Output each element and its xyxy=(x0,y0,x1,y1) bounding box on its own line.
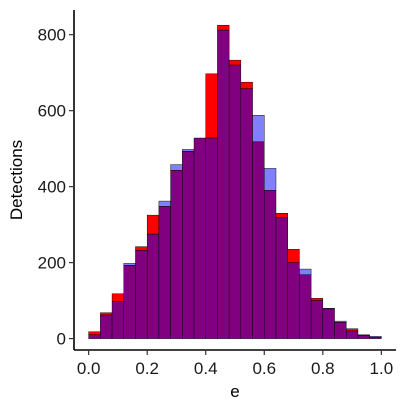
bar-excess-red-11 xyxy=(217,24,230,31)
bar-excess-blue-15 xyxy=(264,168,277,191)
bar-overlap-16 xyxy=(275,217,288,339)
bar-overlap-11 xyxy=(217,29,230,339)
x-tick-label: 0.2 xyxy=(135,359,159,378)
y-ticks: 0 200 400 600 800 xyxy=(38,26,74,349)
bar-overlap-23 xyxy=(357,335,370,339)
bar-overlap-2 xyxy=(111,301,124,339)
bar-overlap-5 xyxy=(146,233,160,339)
bar-excess-red-2 xyxy=(111,293,124,302)
bar-excess-red-1 xyxy=(100,312,113,316)
y-tick-label: 0 xyxy=(57,330,66,349)
bar-overlap-4 xyxy=(135,250,148,339)
bar-excess-red-22 xyxy=(346,328,359,332)
bar-excess-red-13 xyxy=(240,81,253,89)
bar-overlap-21 xyxy=(334,322,347,339)
bar-overlap-17 xyxy=(287,262,300,339)
bar-overlap-6 xyxy=(158,206,171,339)
bar-excess-red-12 xyxy=(228,59,242,66)
bar-excess-blue-7 xyxy=(170,164,183,171)
y-axis-title: Detections xyxy=(7,140,26,220)
bars-layer xyxy=(88,24,382,339)
bar-excess-blue-14 xyxy=(252,115,265,143)
bar-overlap-10 xyxy=(205,137,218,339)
y-tick-label: 200 xyxy=(38,254,66,273)
bar-excess-red-19 xyxy=(310,298,324,301)
y-tick-label: 800 xyxy=(38,26,66,45)
bar-overlap-1 xyxy=(100,314,113,339)
bar-overlap-13 xyxy=(240,88,253,339)
bar-excess-blue-6 xyxy=(158,200,171,207)
y-tick-label: 600 xyxy=(38,102,66,121)
bar-excess-red-5 xyxy=(146,214,160,235)
bar-overlap-7 xyxy=(170,170,183,339)
bar-overlap-12 xyxy=(228,64,242,339)
bar-excess-blue-3 xyxy=(123,263,136,266)
bar-overlap-15 xyxy=(264,190,277,339)
bar-overlap-14 xyxy=(252,141,265,339)
bar-excess-red-16 xyxy=(275,213,288,219)
bar-overlap-9 xyxy=(193,137,206,339)
x-tick-label: 0.8 xyxy=(311,359,335,378)
bar-overlap-20 xyxy=(322,308,335,339)
x-tick-label: 0.6 xyxy=(252,359,276,378)
bar-excess-blue-18 xyxy=(299,268,312,276)
x-ticks: 0.0 0.2 0.4 0.6 0.8 1.0 xyxy=(77,350,393,378)
bar-overlap-22 xyxy=(346,330,359,339)
bar-overlap-0 xyxy=(88,334,101,339)
bar-excess-red-4 xyxy=(135,246,148,251)
bar-overlap-18 xyxy=(299,274,312,339)
bar-overlap-8 xyxy=(182,151,195,339)
bar-excess-blue-8 xyxy=(182,149,195,152)
bar-overlap-24 xyxy=(369,337,382,339)
y-tick-label: 400 xyxy=(38,178,66,197)
bar-excess-red-0 xyxy=(88,331,101,336)
bar-excess-red-10 xyxy=(205,73,218,139)
bar-overlap-3 xyxy=(123,265,136,339)
x-axis-title: e xyxy=(230,382,239,401)
bar-excess-red-17 xyxy=(287,249,300,263)
bar-overlap-19 xyxy=(310,300,324,339)
axes-layer xyxy=(73,10,396,351)
x-tick-label: 1.0 xyxy=(370,359,394,378)
x-tick-label: 0.4 xyxy=(194,359,218,378)
x-tick-label: 0.0 xyxy=(77,359,101,378)
